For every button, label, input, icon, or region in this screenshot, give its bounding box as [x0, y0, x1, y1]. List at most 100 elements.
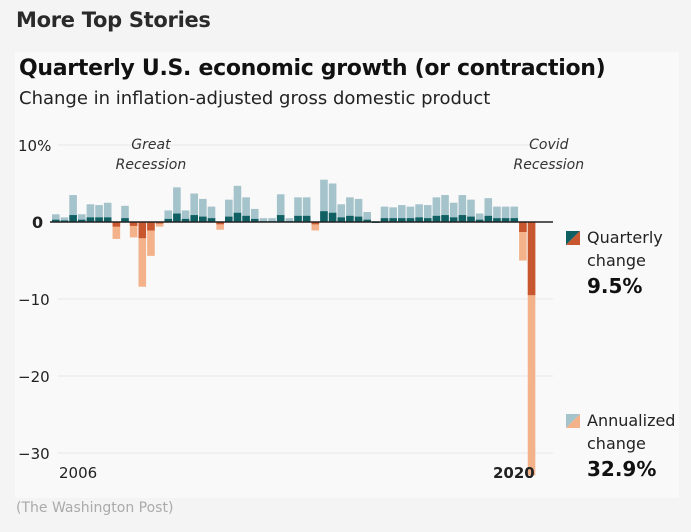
legend-quarterly-value: 9.5% — [587, 274, 643, 298]
bar-quarterly — [346, 215, 354, 222]
bar-quarterly — [190, 215, 198, 222]
bar-annualized — [77, 214, 86, 222]
y-tick-label: −20 — [18, 368, 50, 386]
bar-quarterly — [173, 213, 181, 222]
bar-annualized — [225, 199, 233, 222]
bar-quarterly — [216, 222, 224, 225]
bar-quarterly — [302, 215, 311, 222]
bar-quarterly — [181, 218, 190, 222]
annotation-label: Recession — [116, 157, 187, 173]
chart-subtitle: Change in inflation-adjusted gross domes… — [19, 88, 491, 109]
annotation-label: Recession — [514, 157, 585, 173]
bar-quarterly — [328, 212, 337, 222]
bar-annualized — [311, 222, 320, 231]
bar-quarterly — [458, 215, 467, 222]
bar-annualized — [173, 187, 181, 222]
bar-annualized — [475, 213, 484, 222]
bar-annualized — [467, 199, 475, 222]
bar-annualized — [406, 206, 415, 222]
legend-annualized-label-2: change — [587, 434, 646, 453]
legend-quarterly-label-1: Quarterly — [587, 228, 663, 247]
bar-quarterly — [363, 219, 371, 222]
bar-annualized — [527, 222, 536, 476]
bar-annualized — [259, 218, 268, 222]
legend-quarterly-label-2: change — [587, 251, 646, 270]
bar-quarterly — [501, 218, 510, 222]
bar-annualized — [207, 206, 216, 222]
bar-annualized — [250, 208, 259, 222]
bar-annualized — [302, 197, 311, 222]
bar-quarterly — [311, 222, 320, 225]
bar-quarterly — [225, 216, 233, 222]
bar-quarterly — [354, 216, 363, 222]
bar-quarterly — [337, 217, 346, 222]
bar-quarterly — [519, 222, 527, 233]
bar-annualized — [380, 206, 389, 222]
bar-annualized — [398, 205, 406, 222]
bar-annualized — [199, 198, 207, 222]
legend-quarterly-swatch-icon — [566, 231, 580, 245]
bar-quarterly — [164, 218, 173, 222]
bar-annualized — [328, 183, 337, 222]
bar-quarterly — [112, 222, 121, 227]
bar-quarterly — [467, 216, 475, 222]
bar-annualized — [52, 214, 60, 222]
bar-quarterly — [398, 218, 406, 222]
bar-quarterly — [77, 219, 86, 222]
y-tick-label: −30 — [18, 445, 50, 463]
bar-quarterly — [320, 211, 328, 222]
bar-annualized — [320, 179, 328, 222]
annotation-label: Great — [131, 137, 171, 153]
bar-quarterly — [415, 217, 423, 222]
annotation-label: Covid — [529, 137, 569, 153]
bar-quarterly — [147, 222, 155, 231]
bar-quarterly — [389, 218, 397, 222]
bar-annualized — [69, 195, 77, 222]
bar-quarterly — [449, 217, 458, 222]
bar-annualized — [164, 210, 173, 222]
bar-quarterly — [138, 222, 147, 239]
legend-annualized-value: 32.9% — [587, 457, 657, 481]
section-title: More Top Stories — [16, 8, 211, 32]
legend-annualized-label-1: Annualized — [587, 411, 676, 430]
bar-quarterly — [103, 217, 112, 222]
bar-quarterly — [121, 218, 129, 222]
bar-annualized — [112, 222, 121, 239]
bar-quarterly — [199, 216, 207, 222]
bar-quarterly — [207, 218, 216, 222]
bar-quarterly — [294, 215, 302, 222]
y-tick-label: 0 — [32, 213, 43, 232]
bar-quarterly — [250, 218, 259, 222]
y-tick-label: −10 — [18, 291, 50, 309]
bar-quarterly — [493, 218, 501, 222]
y-tick-label: 10% — [18, 137, 51, 155]
bar-annualized — [510, 206, 519, 222]
bar-quarterly — [60, 220, 69, 222]
legend-annualized-swatch-icon — [566, 414, 580, 428]
chart-title: Quarterly U.S. economic growth (or contr… — [19, 56, 606, 81]
bar-quarterly — [432, 215, 441, 222]
x-tick-label: 2006 — [59, 464, 97, 482]
bar-quarterly — [441, 215, 449, 222]
bar-annualized — [190, 193, 198, 222]
bar-annualized — [432, 197, 441, 222]
bar-quarterly — [95, 217, 103, 222]
bar-annualized — [138, 222, 147, 287]
bar-annualized — [441, 195, 449, 222]
x-tick-label: 2020 — [493, 464, 535, 482]
bar-annualized — [216, 222, 224, 230]
bar-annualized — [501, 206, 510, 222]
bar-quarterly — [527, 222, 536, 296]
bar-annualized — [346, 197, 354, 222]
bar-annualized — [147, 222, 155, 256]
bar-annualized — [493, 206, 501, 222]
bar-annualized — [458, 195, 467, 222]
bar-quarterly — [155, 222, 164, 224]
bar-annualized — [294, 197, 302, 222]
bar-annualized — [415, 204, 423, 222]
bar-annualized — [121, 205, 129, 222]
bar-annualized — [129, 222, 138, 238]
bar-quarterly — [86, 217, 95, 222]
bar-annualized — [60, 217, 69, 222]
